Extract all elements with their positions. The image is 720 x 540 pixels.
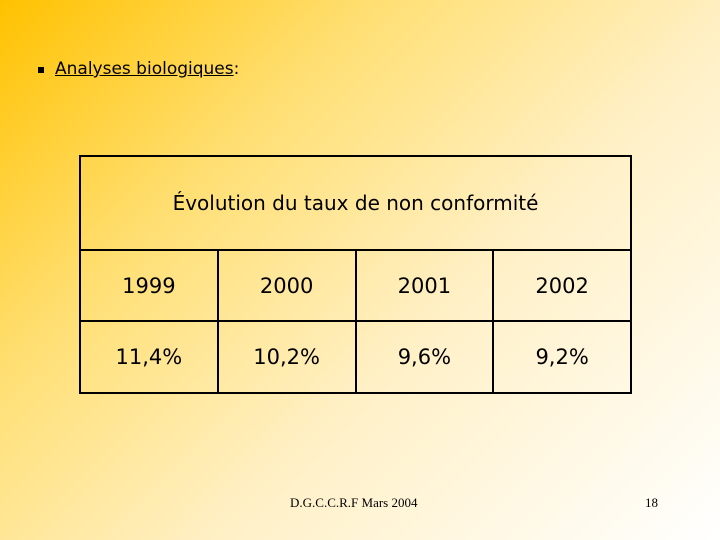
heading-text: Analyses biologiques: [55, 59, 234, 79]
rate-cell: 10,2%: [216, 320, 357, 394]
rates-row: 11,4% 10,2% 9,6% 9,2%: [79, 320, 632, 394]
heading-suffix: :: [233, 59, 240, 79]
year-cell: 2001: [354, 249, 495, 322]
rate-cell: 9,6%: [354, 320, 495, 394]
footer-text: D.G.C.C.R.F Mars 2004: [290, 495, 418, 510]
year-cell: 2002: [492, 249, 632, 322]
nonconformity-table: Évolution du taux de non conformité 1999…: [79, 155, 632, 394]
page-number: 18: [645, 495, 658, 510]
years-row: 1999 2000 2001 2002: [79, 249, 632, 322]
rate-cell: 11,4%: [79, 320, 219, 394]
section-heading: Analyses biologiques:: [38, 59, 239, 79]
rate-cell: 9,2%: [492, 320, 632, 394]
year-cell: 1999: [79, 249, 219, 322]
year-cell: 2000: [216, 249, 357, 322]
table-title: Évolution du taux de non conformité: [79, 155, 632, 251]
square-bullet-icon: [38, 67, 44, 73]
